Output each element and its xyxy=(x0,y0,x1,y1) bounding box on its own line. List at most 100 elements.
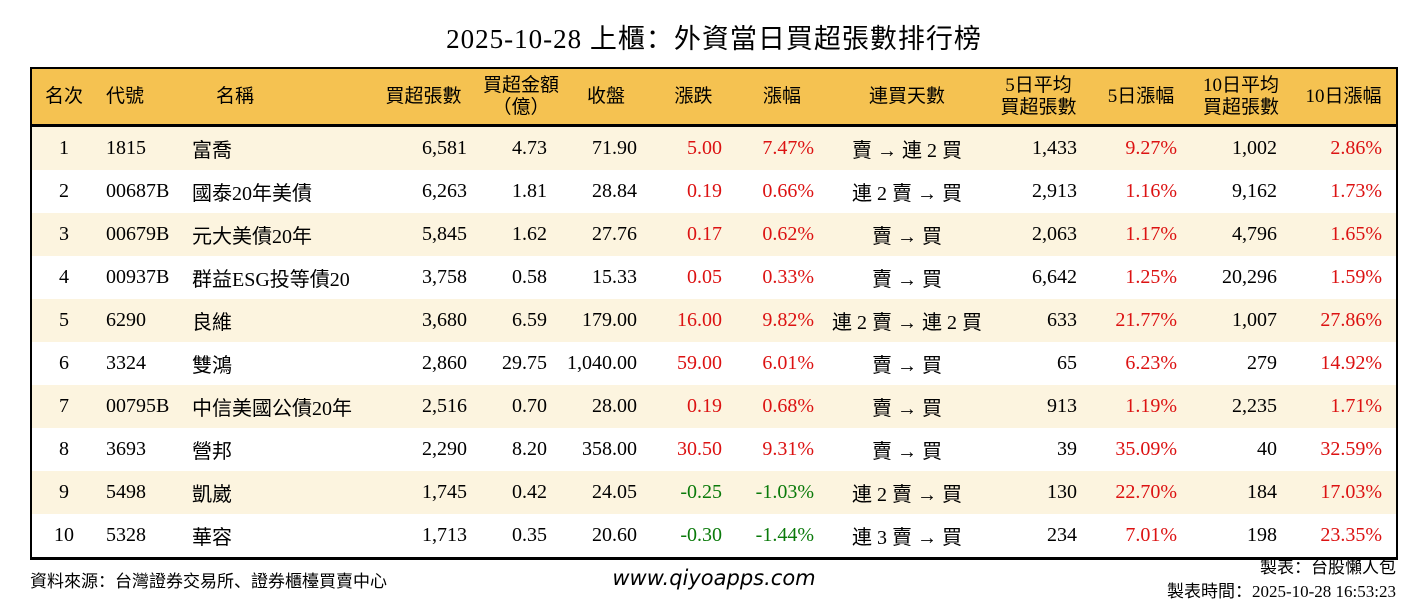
page-title: 2025-10-28 上櫃：外資當日買超張數排行榜 xyxy=(446,24,982,54)
cell-name: 凱崴 xyxy=(192,484,232,506)
cell-rank: 5 xyxy=(59,309,69,331)
col-header-code: 代號 xyxy=(96,68,186,127)
cell-change: -0.25 xyxy=(680,481,722,503)
cell-change-pct: -1.03% xyxy=(755,481,814,503)
cell-avg10: 279 xyxy=(1247,352,1277,374)
cell-volume: 1,745 xyxy=(422,481,467,503)
cell-pct10: 23.35% xyxy=(1320,524,1382,546)
cell-code: 00679B xyxy=(106,223,170,245)
cell-streak: 賣 → 買 xyxy=(872,398,942,420)
footer-credits: 製表：台股懶人包 製表時間：2025-10-28 16:53:23 xyxy=(1167,556,1396,604)
cell-streak: 連 2 賣 → 連 2 買 xyxy=(832,312,982,334)
cell-volume: 5,845 xyxy=(422,223,467,245)
cell-name: 群益ESG投等債20 xyxy=(192,269,350,291)
cell-change: -0.30 xyxy=(680,524,722,546)
cell-code: 6290 xyxy=(106,309,146,331)
cell-pct5: 9.27% xyxy=(1125,137,1177,159)
col-header-avg10: 10日平均 買超張數 xyxy=(1191,68,1291,127)
cell-volume: 6,263 xyxy=(422,180,467,202)
cell-close: 27.76 xyxy=(592,223,637,245)
cell-amount: 4.73 xyxy=(512,137,547,159)
cell-avg5: 2,063 xyxy=(1032,223,1077,245)
cell-change: 5.00 xyxy=(687,137,722,159)
ranking-table: 名次 代號 名稱 買超張數 買超金額 （億） 收盤 漲跌 漲幅 連買天數 5日平… xyxy=(30,67,1398,560)
cell-pct5: 7.01% xyxy=(1125,524,1177,546)
cell-rank: 4 xyxy=(59,266,69,288)
cell-pct10: 2.86% xyxy=(1330,137,1382,159)
cell-rank: 7 xyxy=(59,395,69,417)
cell-change: 16.00 xyxy=(677,309,722,331)
cell-streak: 賣 → 買 xyxy=(872,355,942,377)
cell-amount: 0.58 xyxy=(512,266,547,288)
cell-avg10: 2,235 xyxy=(1232,395,1277,417)
cell-streak: 賣 → 買 xyxy=(872,441,942,463)
cell-name: 富喬 xyxy=(192,140,232,162)
cell-rank: 1 xyxy=(59,137,69,159)
cell-streak: 連 2 賣 → 買 xyxy=(852,484,962,506)
cell-volume: 2,860 xyxy=(422,352,467,374)
cell-streak: 賣 → 買 xyxy=(872,269,942,291)
cell-amount: 1.81 xyxy=(512,180,547,202)
cell-avg10: 1,002 xyxy=(1232,137,1277,159)
cell-avg5: 1,433 xyxy=(1032,137,1077,159)
table-row: 10 5328 華容 1,713 0.35 20.60 -0.30 -1.44%… xyxy=(31,514,1397,559)
cell-pct10: 1.71% xyxy=(1330,395,1382,417)
table-row: 1 1815 富喬 6,581 4.73 71.90 5.00 7.47% 賣 … xyxy=(31,125,1397,170)
cell-pct5: 1.25% xyxy=(1125,266,1177,288)
col-header-pct5: 5日漲幅 xyxy=(1091,68,1191,127)
cell-close: 179.00 xyxy=(582,309,637,331)
cell-change-pct: 0.68% xyxy=(762,395,814,417)
cell-rank: 10 xyxy=(54,524,74,546)
cell-avg10: 9,162 xyxy=(1232,180,1277,202)
cell-pct5: 22.70% xyxy=(1115,481,1177,503)
col-header-amount: 買超金額 （億） xyxy=(481,68,561,127)
table-header-row: 名次 代號 名稱 買超張數 買超金額 （億） 收盤 漲跌 漲幅 連買天數 5日平… xyxy=(31,68,1397,127)
cell-pct10: 32.59% xyxy=(1320,438,1382,460)
cell-amount: 0.70 xyxy=(512,395,547,417)
cell-close: 20.60 xyxy=(592,524,637,546)
cell-amount: 0.35 xyxy=(512,524,547,546)
cell-code: 3693 xyxy=(106,438,146,460)
cell-code: 5328 xyxy=(106,524,146,546)
cell-pct5: 35.09% xyxy=(1115,438,1177,460)
cell-name: 中信美國公債20年 xyxy=(192,398,352,420)
cell-streak: 連 2 賣 → 買 xyxy=(852,183,962,205)
cell-avg5: 39 xyxy=(1057,438,1077,460)
cell-streak: 連 3 賣 → 買 xyxy=(852,527,962,549)
table-row: 2 00687B 國泰20年美債 6,263 1.81 28.84 0.19 0… xyxy=(31,170,1397,213)
cell-volume: 3,680 xyxy=(422,309,467,331)
cell-pct10: 27.86% xyxy=(1320,309,1382,331)
cell-change-pct: 0.62% xyxy=(762,223,814,245)
col-header-avg5: 5日平均 買超張數 xyxy=(986,68,1091,127)
cell-pct10: 17.03% xyxy=(1320,481,1382,503)
cell-close: 358.00 xyxy=(582,438,637,460)
cell-change: 59.00 xyxy=(677,352,722,374)
cell-name: 元大美債20年 xyxy=(192,226,312,248)
cell-amount: 8.20 xyxy=(512,438,547,460)
col-header-streak: 連買天數 xyxy=(828,68,986,127)
col-header-name: 名稱 xyxy=(186,68,366,127)
cell-pct5: 21.77% xyxy=(1115,309,1177,331)
cell-amount: 6.59 xyxy=(512,309,547,331)
cell-volume: 6,581 xyxy=(422,137,467,159)
cell-streak: 賣 → 連 2 買 xyxy=(852,140,962,162)
cell-pct10: 1.73% xyxy=(1330,180,1382,202)
col-header-close: 收盤 xyxy=(561,68,651,127)
cell-close: 15.33 xyxy=(592,266,637,288)
cell-pct10: 14.92% xyxy=(1320,352,1382,374)
cell-avg5: 633 xyxy=(1047,309,1077,331)
cell-avg10: 198 xyxy=(1247,524,1277,546)
cell-volume: 1,713 xyxy=(422,524,467,546)
table-body: 1 1815 富喬 6,581 4.73 71.90 5.00 7.47% 賣 … xyxy=(31,125,1397,559)
cell-close: 24.05 xyxy=(592,481,637,503)
cell-name: 雙鴻 xyxy=(192,355,232,377)
cell-change-pct: 0.33% xyxy=(762,266,814,288)
cell-amount: 1.62 xyxy=(512,223,547,245)
col-header-volume: 買超張數 xyxy=(366,68,481,127)
table-row: 4 00937B 群益ESG投等債20 3,758 0.58 15.33 0.0… xyxy=(31,256,1397,299)
cell-name: 華容 xyxy=(192,527,232,549)
cell-avg10: 1,007 xyxy=(1232,309,1277,331)
cell-streak: 賣 → 買 xyxy=(872,226,942,248)
cell-avg5: 913 xyxy=(1047,395,1077,417)
cell-avg5: 6,642 xyxy=(1032,266,1077,288)
